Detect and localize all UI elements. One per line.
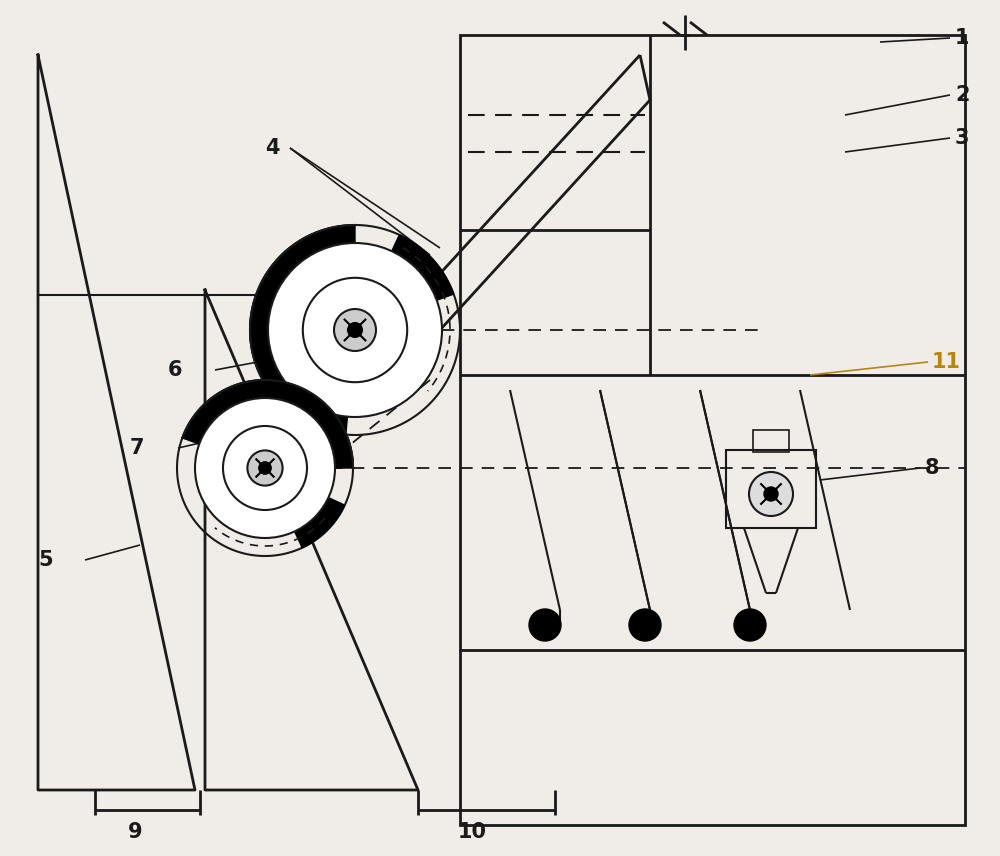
Circle shape xyxy=(303,278,407,382)
Text: 11: 11 xyxy=(932,352,961,372)
Text: 4: 4 xyxy=(265,138,280,158)
Polygon shape xyxy=(295,497,345,548)
Circle shape xyxy=(268,243,442,417)
Circle shape xyxy=(764,487,778,501)
Text: 5: 5 xyxy=(38,550,53,570)
Circle shape xyxy=(629,609,661,641)
Polygon shape xyxy=(392,235,454,300)
Circle shape xyxy=(223,426,307,510)
Circle shape xyxy=(195,398,335,538)
Circle shape xyxy=(247,450,283,485)
Polygon shape xyxy=(182,380,353,468)
Text: 2: 2 xyxy=(955,85,970,105)
Text: 6: 6 xyxy=(168,360,182,380)
Text: 1: 1 xyxy=(955,28,970,48)
Text: 9: 9 xyxy=(128,822,143,842)
Text: 10: 10 xyxy=(458,822,487,842)
Circle shape xyxy=(334,309,376,351)
Polygon shape xyxy=(250,225,355,435)
Circle shape xyxy=(259,462,271,474)
Bar xyxy=(460,35,965,825)
Text: 8: 8 xyxy=(925,458,940,478)
Bar xyxy=(753,430,789,452)
Circle shape xyxy=(348,323,362,337)
Circle shape xyxy=(749,472,793,516)
Circle shape xyxy=(734,609,766,641)
Text: 3: 3 xyxy=(955,128,970,148)
Circle shape xyxy=(529,609,561,641)
Text: 7: 7 xyxy=(130,438,144,458)
Bar xyxy=(726,450,816,528)
